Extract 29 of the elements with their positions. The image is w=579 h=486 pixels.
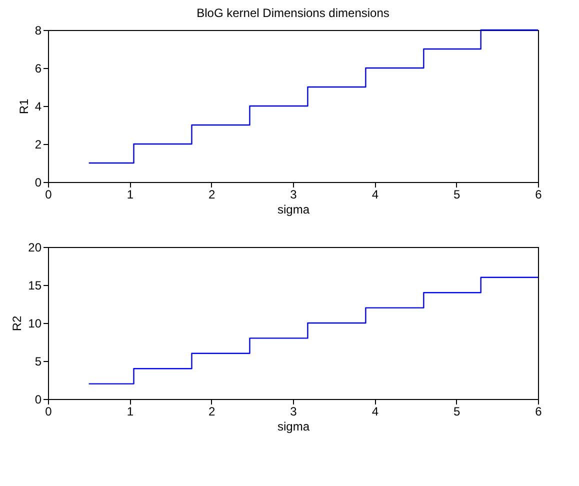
x-axis-title: sigma <box>277 202 310 216</box>
x-tick-label: 2 <box>208 404 216 418</box>
x-tick-label: 0 <box>45 188 52 202</box>
y-tick-label: 20 <box>28 240 42 254</box>
y-tick-label: 4 <box>34 100 42 114</box>
chart-title: BloG kernel Dimensions dimensions <box>196 6 390 20</box>
x-tick-label: 6 <box>535 188 542 202</box>
y-tick-label: 8 <box>34 24 42 38</box>
x-tick-label: 0 <box>45 404 52 418</box>
x-tick-label: 3 <box>290 188 298 202</box>
y-axis-title: R1 <box>16 98 31 114</box>
y-tick-label: 0 <box>34 392 42 406</box>
y-tick-label: 10 <box>28 316 42 330</box>
x-tick-label: 4 <box>372 404 379 418</box>
y-tick-label: 15 <box>28 278 42 292</box>
x-tick-label: 2 <box>208 188 216 202</box>
x-tick-label: 1 <box>126 188 134 202</box>
x-tick-label: 5 <box>453 404 460 418</box>
y-tick-label: 6 <box>34 62 42 76</box>
x-tick-label: 3 <box>290 404 298 418</box>
x-tick-label: 4 <box>372 188 379 202</box>
y-tick-label: 0 <box>34 176 42 190</box>
y-axis-title: R2 <box>10 316 24 332</box>
x-axis-title: sigma <box>277 420 310 434</box>
x-tick-label: 1 <box>126 404 134 418</box>
x-tick-label: 5 <box>453 188 460 202</box>
x-tick-label: 6 <box>535 404 542 418</box>
y-tick-label: 5 <box>34 354 42 368</box>
y-tick-label: 2 <box>34 138 42 152</box>
